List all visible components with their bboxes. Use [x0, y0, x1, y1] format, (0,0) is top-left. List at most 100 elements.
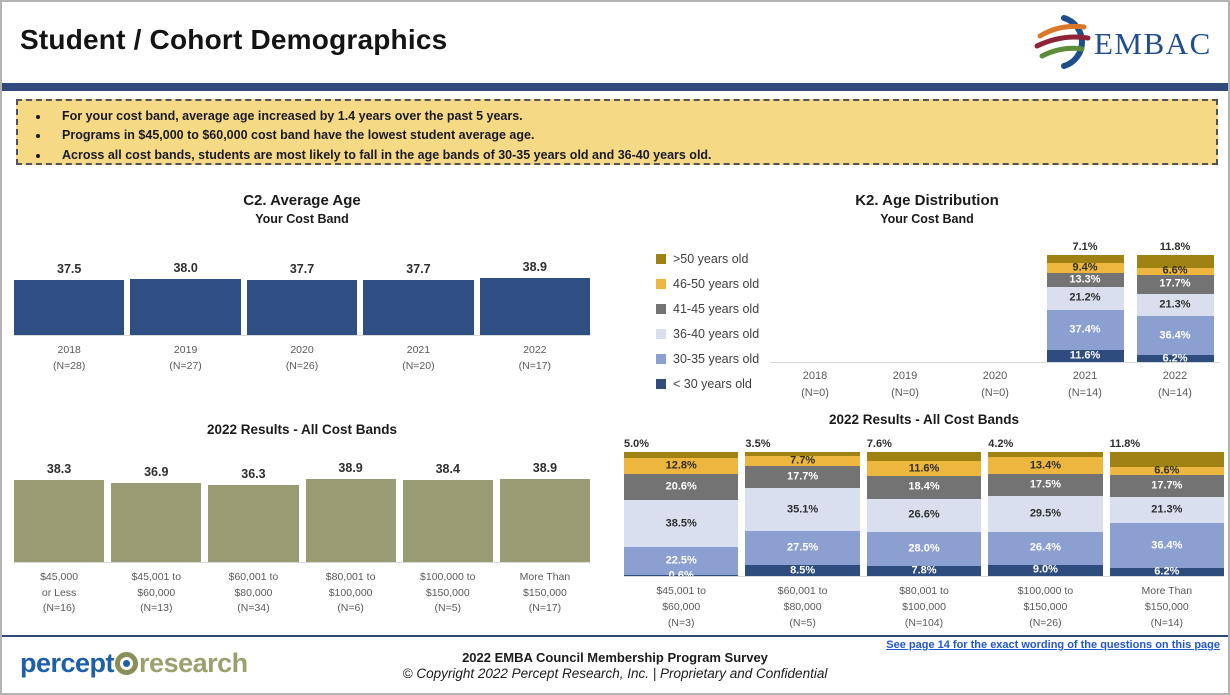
stacked-bar-column: 11.8% 6.6% 17.7% 21.3% 36.4% 6.2% [1109, 438, 1224, 577]
category-label-line: More Than [1141, 585, 1193, 597]
stacked-bar-column: 7.1% 9.4% 13.3% 21.2% 37.4% 11.6% [1040, 241, 1130, 362]
segment-value-label: 7.7% [790, 454, 816, 467]
see-page-14-link[interactable]: See page 14 for the exact wording of the… [886, 639, 1220, 651]
age-band-segment: 12.8% [624, 458, 739, 475]
age-band-segment: 22.5% [624, 547, 739, 576]
age-band-segment [745, 452, 860, 457]
age-band-segment: 35.1% [745, 487, 860, 532]
segment-value-label: 11.8% [1159, 241, 1191, 254]
footer-copyright: © Copyright 2022 Percept Research, Inc. … [402, 666, 828, 681]
age-band-segment [1046, 255, 1124, 263]
embac-logo-text: EMBAC [1094, 26, 1212, 61]
legend-label: 41-45 years old [673, 302, 760, 316]
bar-value-label: 37.5 [57, 262, 82, 276]
legend: >50 years old 46-50 years old 41-45 years … [656, 252, 759, 402]
category-label-line: $150,000 [1023, 600, 1068, 613]
age-band-segment [988, 452, 1103, 458]
bar-plot-area: 37.5 38.0 37.7 37.7 38.9 [14, 260, 591, 336]
category-label-line: 2021 [406, 343, 431, 356]
bar [111, 483, 202, 562]
category-label-line: 2019 [892, 370, 918, 382]
age-band-segment: 11.6% [866, 461, 982, 476]
segment-value-label: 7.8% [911, 564, 937, 577]
bar-column: 37.7 [363, 262, 474, 335]
stacked-bar-plot-area: 7.1% 9.4% 13.3% 21.2% 37.4% 11.6% 11.8% 6.6% 17.… [770, 241, 1220, 365]
category-label: $100,000 to $150,000 (N=5) [403, 570, 493, 617]
stacked-bar: 5.0% 12.8% 20.6% 38.5% 22.5% 0.6% [624, 438, 739, 576]
category-label-line: 2020 [982, 370, 1008, 382]
x-axis-labels: 2018 (N=28) 2019 (N=27) 2020 (N=26) 2021 (N=20)… [14, 343, 590, 375]
bar-value-label: 38.9 [522, 260, 547, 274]
age-band-segment: 0.6% [624, 570, 739, 576]
chart-title: 2022 Results - All Cost Bands [828, 412, 1020, 427]
stacked-bar: 7.1% 9.4% 13.3% 21.2% 37.4% 11.6% [1046, 241, 1124, 362]
category-label-line: (N=13) [140, 602, 173, 615]
bar-column: 38.9 [479, 260, 591, 335]
bar-value-label: 36.9 [144, 465, 169, 480]
segment-value-label: 5.0% [624, 438, 650, 451]
category-label-line: $80,001 to [325, 570, 376, 583]
category-label-line: $45,001 to [656, 585, 707, 597]
age-band-segment: 17.7% [1109, 474, 1224, 497]
segment-value-label: 6.2% [1162, 352, 1188, 365]
category-label-line: (N=14) [1158, 386, 1192, 399]
bar-value-label: 37.7 [289, 261, 315, 276]
category-label-line: (N=14) [1150, 616, 1184, 629]
bar [363, 279, 474, 335]
legend-swatch-icon [656, 329, 666, 339]
footer-survey-title: 2022 EMBA Council Membership Program Sur… [462, 650, 768, 665]
age-band-segment: 18.4% [866, 475, 982, 499]
brand-research: research [139, 648, 248, 678]
category-label: More Than $150,000 (N=17) [500, 570, 590, 617]
category-label: 2020 (N=26) [247, 343, 357, 375]
category-label-line: $45,000 [40, 570, 79, 583]
stacked-bar: 11.8% 6.6% 17.7% 21.3% 36.4% 6.2% [1136, 241, 1214, 365]
callout-bullet: Across all cost bands, students are most… [50, 146, 1206, 165]
age-band-segment: 11.6% [1046, 349, 1124, 362]
category-label-line: $150,000 [523, 586, 567, 599]
bar-column: 38.3 [14, 462, 105, 562]
category-label-line: 2022 [1162, 370, 1188, 382]
category-label-line: $60,000 [137, 586, 176, 599]
age-band-segment: 38.5% [624, 499, 739, 548]
bar-column: 38.9 [499, 461, 591, 562]
legend-label: 46-50 years old [673, 277, 760, 291]
segment-value-label: 6.2% [1154, 565, 1180, 577]
chart-2022-distribution-all-bands: 2022 Results - All Cost Bands 5.0% 12.8% 2… [624, 412, 1224, 631]
stacked-bar-plot-area: 5.0% 12.8% 20.6% 38.5% 22.5% 0.6% 3.5% 7.7% 17.7… [624, 436, 1224, 577]
category-label-line: (N=26) [285, 359, 319, 372]
age-band-segment: 17.7% [1136, 274, 1214, 294]
category-label: 2018 (N=0) [770, 368, 860, 401]
category-label-line: (N=0) [891, 386, 919, 399]
chart-c2-average-age: C2. Average Age Your Cost Band 37.5 38.0 3… [14, 192, 591, 375]
stacked-bar: 7.6% 11.6% 18.4% 26.6% 28.0% 7.8% [866, 438, 982, 577]
segment-value-label: 21.3% [1151, 503, 1183, 516]
category-label-line: (N=34) [237, 602, 270, 615]
bar-value-label: 38.9 [532, 461, 558, 475]
legend-swatch-icon [656, 254, 666, 264]
category-label-line: (N=0) [801, 386, 829, 399]
footer-divider [2, 635, 1228, 637]
category-label-line: (N=14) [1068, 386, 1102, 399]
segment-value-label: 18.4% [908, 480, 940, 493]
category-label-line: (N=104) [904, 616, 944, 629]
category-label-line: $60,001 to [777, 585, 828, 597]
bar-column: 37.7 [246, 261, 358, 335]
segment-value-label: 11.8% [1109, 438, 1141, 451]
category-label-line: (N=17) [518, 359, 552, 372]
bar-column: 38.9 [305, 461, 396, 562]
age-band-segment: 36.4% [1109, 523, 1224, 569]
segment-value-label: 9.4% [1072, 261, 1098, 274]
category-label: $60,001 to $80,000 (N=34) [208, 570, 298, 617]
category-label-line: 2022 [523, 343, 547, 356]
age-band-segment [1109, 452, 1224, 467]
bar-value-label: 38.0 [173, 261, 198, 276]
bar-column: 36.3 [208, 466, 299, 562]
legend-item: 41-45 years old [656, 302, 759, 316]
category-label: 2020 (N=0) [950, 368, 1040, 401]
category-label-line: $80,001 to [899, 585, 949, 597]
segment-value-label: 17.7% [1151, 479, 1183, 492]
category-label-line: 2018 [802, 370, 828, 382]
category-label: 2019 (N=0) [860, 368, 950, 401]
bar-value-label: 36.3 [241, 466, 266, 481]
